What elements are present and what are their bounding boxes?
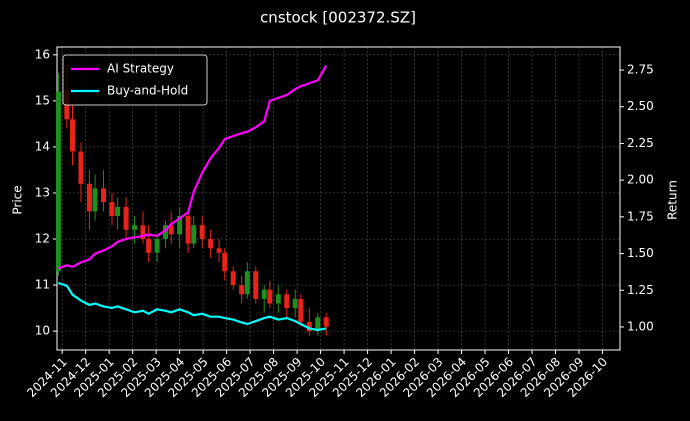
candle-body bbox=[185, 215, 191, 244]
candle-body bbox=[284, 294, 290, 309]
return-line bbox=[58, 65, 328, 270]
candle-body bbox=[244, 271, 250, 295]
candle-body bbox=[177, 215, 183, 235]
candle-body bbox=[230, 271, 236, 286]
candle-body bbox=[306, 321, 312, 332]
candle-body bbox=[253, 271, 259, 299]
candle-body bbox=[208, 239, 214, 249]
y2-tick-label: 1.25 bbox=[627, 283, 654, 297]
y-tick-label: 10 bbox=[35, 324, 50, 338]
candle-body bbox=[132, 225, 138, 230]
candle-body bbox=[163, 225, 169, 240]
candle-body bbox=[191, 225, 197, 244]
candle-body bbox=[109, 202, 115, 216]
candle-body bbox=[267, 289, 273, 304]
candle-body bbox=[123, 206, 129, 230]
candle-body bbox=[315, 317, 321, 332]
y2-tick-label: 2.25 bbox=[627, 136, 654, 150]
candle-body bbox=[86, 183, 92, 212]
legend-label: Buy-and-Hold bbox=[107, 84, 188, 98]
candle-body bbox=[275, 294, 281, 304]
legend-box bbox=[62, 54, 208, 106]
candle-body bbox=[146, 239, 152, 253]
candle-body bbox=[115, 206, 121, 216]
y2-axis-label: Return bbox=[666, 180, 680, 220]
candle-body bbox=[140, 225, 146, 240]
candle-body bbox=[55, 91, 61, 272]
candle-body bbox=[222, 252, 228, 272]
candle-body bbox=[298, 298, 304, 322]
candle-body bbox=[199, 225, 205, 240]
candle-body bbox=[92, 188, 98, 212]
y-axis-label: Price bbox=[11, 185, 25, 214]
y-tick-label: 11 bbox=[35, 278, 50, 292]
y2-tick-label: 2.00 bbox=[627, 173, 654, 187]
y-tick-label: 12 bbox=[35, 232, 50, 246]
candle-body bbox=[239, 285, 245, 295]
candle-body bbox=[323, 317, 329, 327]
return-line bbox=[58, 281, 327, 332]
y2-tick-label: 2.75 bbox=[627, 63, 654, 77]
candle-body bbox=[78, 151, 84, 184]
y2-tick-label: 1.00 bbox=[627, 319, 654, 333]
y2-tick-label: 1.50 bbox=[627, 246, 654, 260]
y-tick-label: 16 bbox=[35, 47, 50, 61]
candle-body bbox=[70, 119, 76, 152]
candle-body bbox=[292, 298, 298, 309]
y-tick-label: 14 bbox=[35, 139, 50, 153]
legend-label: AI Strategy bbox=[107, 62, 174, 76]
y2-tick-label: 1.75 bbox=[627, 209, 654, 223]
candle-body bbox=[216, 248, 222, 253]
candle-body bbox=[261, 289, 267, 299]
chart-title: cnstock [002372.SZ] bbox=[260, 9, 416, 27]
y-tick-label: 13 bbox=[35, 185, 50, 199]
y-tick-label: 15 bbox=[35, 93, 50, 107]
candle-body bbox=[101, 188, 107, 203]
candle-body bbox=[168, 225, 174, 235]
candle-body bbox=[154, 239, 160, 253]
y2-tick-label: 2.50 bbox=[627, 99, 654, 113]
